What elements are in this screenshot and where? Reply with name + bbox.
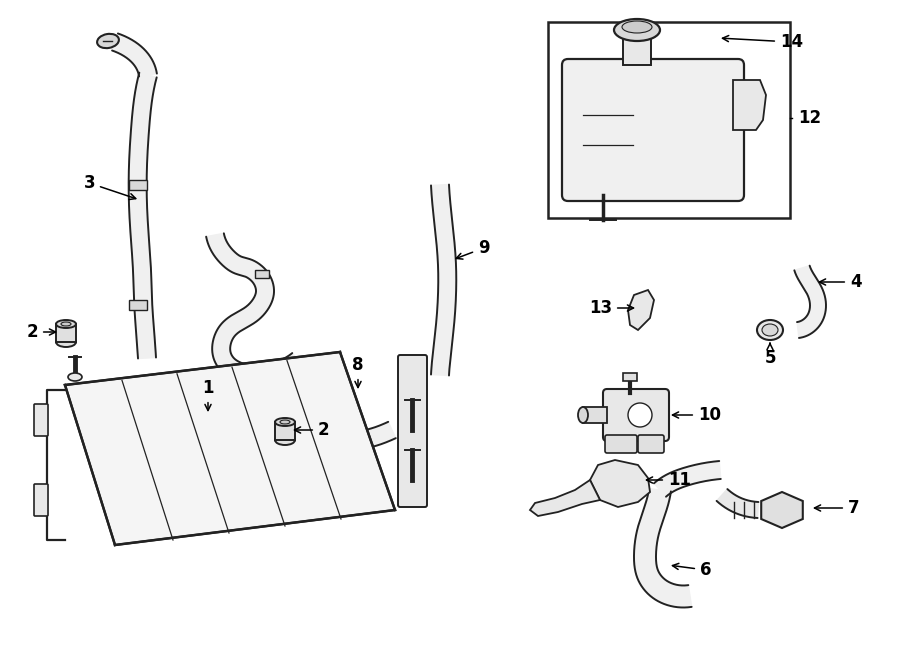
Text: 12: 12: [798, 109, 821, 127]
Ellipse shape: [97, 34, 119, 48]
Bar: [275, 422, 295, 440]
Text: 4: 4: [820, 273, 861, 291]
Text: 13: 13: [589, 299, 634, 317]
Polygon shape: [761, 492, 803, 528]
Circle shape: [628, 403, 652, 427]
Ellipse shape: [275, 418, 295, 426]
Text: 5: 5: [764, 343, 776, 367]
FancyBboxPatch shape: [34, 404, 48, 436]
Ellipse shape: [622, 21, 652, 33]
Ellipse shape: [578, 407, 588, 423]
FancyBboxPatch shape: [562, 59, 744, 201]
Text: 14: 14: [723, 33, 803, 51]
Polygon shape: [634, 489, 692, 608]
Ellipse shape: [56, 320, 76, 328]
Bar: [56, 324, 76, 342]
Ellipse shape: [61, 322, 71, 326]
Bar: [583, 407, 607, 423]
FancyBboxPatch shape: [398, 355, 427, 507]
Ellipse shape: [56, 337, 76, 347]
Bar: [129, 180, 147, 190]
Polygon shape: [590, 460, 650, 507]
Ellipse shape: [68, 373, 82, 381]
Text: 1: 1: [202, 379, 214, 410]
Text: 7: 7: [814, 499, 860, 517]
Polygon shape: [431, 185, 456, 375]
Polygon shape: [795, 265, 826, 338]
Polygon shape: [206, 233, 304, 384]
Text: 10: 10: [672, 406, 721, 424]
FancyBboxPatch shape: [638, 435, 664, 453]
Polygon shape: [129, 73, 157, 359]
Text: 2: 2: [26, 323, 56, 341]
Text: 8: 8: [352, 356, 364, 387]
Polygon shape: [530, 480, 600, 516]
Text: 9: 9: [456, 239, 490, 259]
Polygon shape: [716, 489, 759, 518]
Bar: [548, 22, 790, 218]
Polygon shape: [112, 34, 157, 76]
Polygon shape: [628, 290, 654, 330]
Text: 11: 11: [646, 471, 691, 489]
FancyBboxPatch shape: [34, 484, 48, 516]
Polygon shape: [733, 80, 766, 130]
Polygon shape: [319, 377, 396, 449]
Bar: [129, 300, 147, 310]
Text: 2: 2: [294, 421, 329, 439]
FancyBboxPatch shape: [603, 389, 669, 441]
Text: 3: 3: [84, 174, 136, 199]
Bar: [623, 33, 651, 65]
Polygon shape: [65, 352, 395, 545]
Ellipse shape: [280, 420, 290, 424]
Ellipse shape: [275, 435, 295, 445]
FancyBboxPatch shape: [605, 435, 637, 453]
Polygon shape: [654, 461, 721, 496]
Ellipse shape: [757, 320, 783, 340]
Bar: [255, 270, 269, 278]
Ellipse shape: [614, 19, 660, 41]
Bar: [623, 373, 637, 381]
Ellipse shape: [762, 324, 778, 336]
Text: 6: 6: [672, 561, 712, 579]
